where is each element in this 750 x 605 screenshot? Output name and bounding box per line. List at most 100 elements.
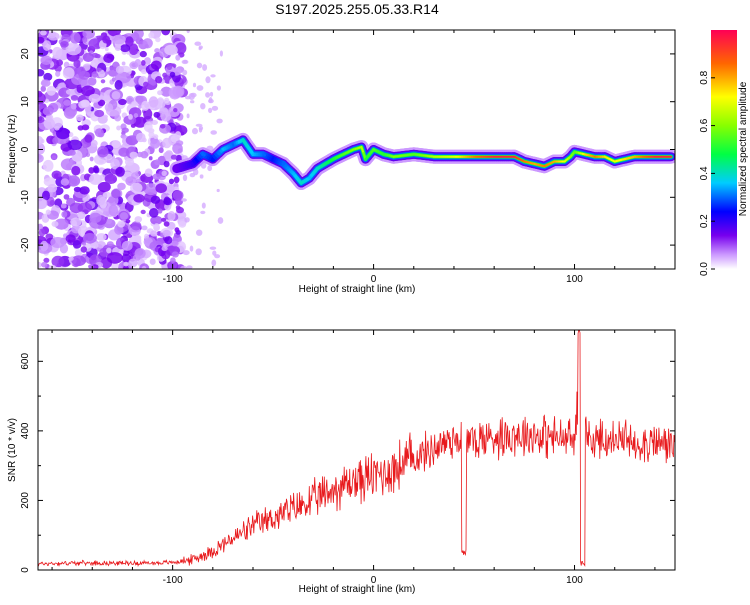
speckle-blob (197, 63, 202, 69)
speckle-blob (136, 179, 141, 183)
speckle-blob (216, 119, 222, 124)
speckle-blob (112, 35, 126, 45)
speckle-blob (150, 230, 157, 236)
speckle-blob (194, 42, 201, 46)
speckle-blob (172, 143, 183, 154)
speckle-blob (155, 76, 162, 83)
speckle-blob (76, 115, 84, 122)
y-tick-label: -20 (20, 237, 31, 252)
speckle-blob (60, 41, 69, 48)
speckle-blob (154, 159, 160, 165)
speckle-blob (202, 64, 207, 71)
speckle-blob (183, 250, 190, 255)
speckle-blob (218, 217, 224, 224)
speckle-blob (44, 118, 55, 129)
speckle-blob (141, 226, 147, 231)
speckle-blob (71, 104, 77, 110)
speckle-blob (78, 202, 92, 213)
speckle-blob (82, 37, 87, 43)
speckle-blob (128, 259, 137, 268)
speckle-blob (52, 221, 59, 227)
speckle-blob (68, 257, 74, 261)
speckle-blob (211, 260, 216, 267)
speckle-blob (187, 29, 190, 33)
speckle-blob (210, 130, 217, 135)
speckle-blob (190, 93, 196, 98)
speckle-blob (182, 70, 187, 76)
speckle-blob (140, 51, 147, 57)
speckle-blob (162, 138, 171, 149)
speckle-blob (61, 178, 69, 186)
figure-title: S197.2025.255.05.33.R14 (275, 1, 439, 17)
speckle-blob (54, 126, 60, 131)
speckle-blob (112, 91, 121, 100)
speckle-blob (116, 126, 121, 131)
speckle-blob (115, 80, 123, 90)
x-tick-label: -100 (163, 274, 183, 285)
speckle-blob (130, 183, 142, 194)
speckle-blob (40, 241, 48, 251)
speckle-blob (129, 44, 139, 55)
speckle-blob (88, 264, 94, 269)
speckle-blob (187, 114, 190, 119)
speckle-blob (46, 210, 51, 215)
y-tick-label: 600 (20, 353, 31, 370)
speckle-blob (126, 219, 131, 223)
speckle-blob (135, 235, 142, 240)
speckle-blob (115, 45, 121, 51)
speckle-blob (39, 229, 46, 237)
speckle-blob (164, 221, 170, 226)
speckle-blob (56, 59, 63, 66)
speckle-blob (151, 120, 158, 125)
speckle-blob (155, 37, 160, 42)
speckle-blob (115, 167, 125, 177)
speckle-blob (116, 66, 124, 74)
speckle-blob (114, 115, 121, 122)
speckle-blob (210, 74, 215, 77)
speckle-blob (63, 100, 71, 106)
speckle-blob (151, 196, 161, 204)
speckle-blob (41, 56, 52, 65)
speckle-blob (109, 205, 119, 217)
speckle-blob (160, 124, 166, 129)
speckle-blob (130, 152, 138, 159)
speckle-blob (180, 266, 187, 271)
speckle-blob (133, 194, 144, 203)
speckle-blob (128, 114, 133, 120)
snr-x-axis-label: Height of straight line (km) (299, 584, 416, 595)
speckle-blob (73, 59, 80, 68)
speckle-blob (163, 198, 172, 205)
y-tick-label: 10 (20, 96, 31, 108)
speckle-blob (102, 36, 110, 44)
speckle-blob (96, 195, 105, 206)
speckle-blob (197, 85, 204, 91)
speckle-blob (153, 134, 158, 139)
speckle-blob (155, 183, 167, 193)
speckle-blob (34, 136, 43, 145)
speckle-blob (170, 72, 175, 78)
speckle-blob (190, 246, 194, 252)
speckle-blob (200, 211, 205, 214)
colorbar-label: Normalized spectral amplitude (738, 81, 749, 216)
speckle-blob (217, 189, 220, 192)
speckle-blob (120, 212, 128, 220)
speckle-blob (164, 161, 170, 168)
speckle-blob (163, 230, 171, 237)
speckle-blob (200, 174, 204, 178)
speckle-blob (97, 146, 108, 158)
speckle-blob (199, 46, 203, 50)
speckle-blob (43, 160, 54, 172)
speckle-blob (81, 100, 90, 108)
spectrogram-x-axis-label: Height of straight line (km) (299, 284, 416, 295)
speckle-blob (105, 174, 117, 184)
speckle-blob (108, 197, 115, 204)
speckle-blob (52, 137, 58, 144)
speckle-blob (90, 157, 94, 162)
y-tick-label: 400 (20, 422, 31, 439)
speckle-blob (210, 247, 217, 250)
speckle-blob (71, 95, 79, 101)
speckle-blob (172, 86, 184, 98)
speckle-blob (91, 140, 98, 147)
